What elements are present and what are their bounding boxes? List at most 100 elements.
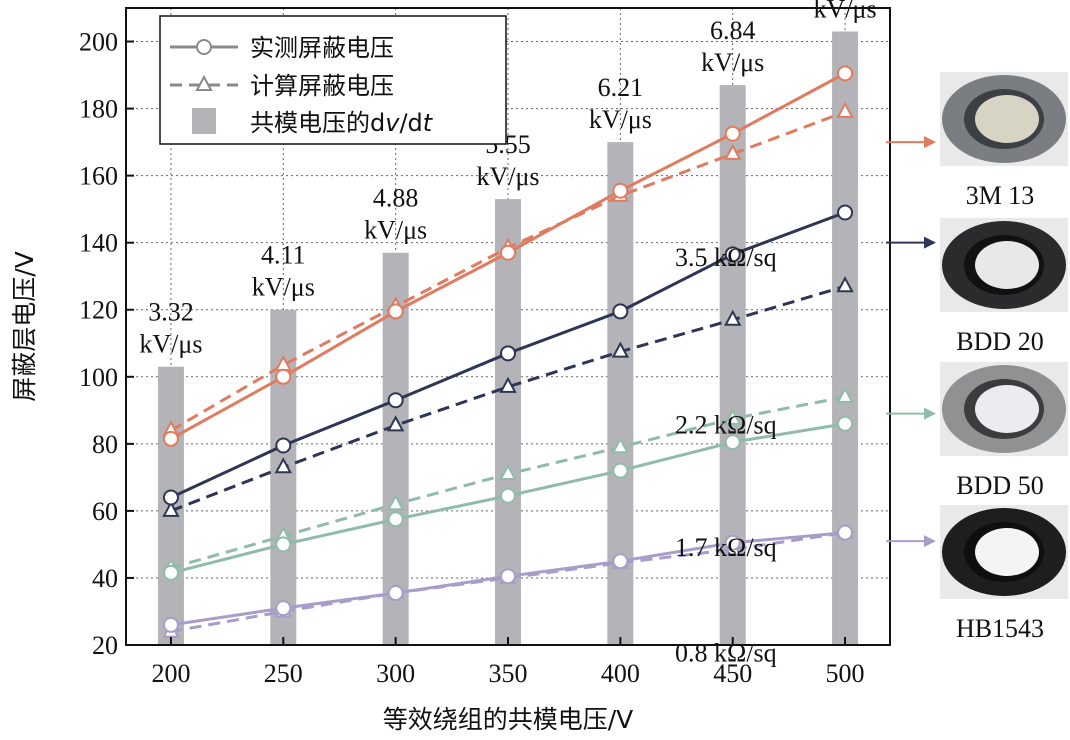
tape-roll-core [975, 385, 1039, 433]
measured-series-point [724, 534, 741, 551]
legend-rate-text: /d [399, 109, 422, 137]
dvdt-unit-label: kV/μs [589, 105, 652, 134]
tape-pointer-arrowhead [924, 236, 936, 249]
tape-roll-core [975, 528, 1039, 576]
measured-series-point [387, 392, 404, 409]
dvdt-value-label: 6.21 [598, 73, 644, 102]
axes: 200 250 300 350 400 450 500 20 40 60 80 100 120 140 16… [10, 7, 891, 734]
calculated-series-point [724, 408, 742, 425]
calculated-series-point [162, 500, 180, 517]
measured-series-point [275, 437, 292, 454]
series-lines [162, 65, 854, 638]
dvdt-value-label: 3.32 [148, 298, 194, 327]
y-tick-label: 140 [79, 229, 118, 258]
measured-series-point [612, 182, 629, 199]
tape-name-label: BDD 50 [956, 471, 1043, 500]
calculated-series-point [499, 376, 517, 393]
legend-calculated-marker [195, 74, 213, 91]
legend-box [159, 15, 507, 145]
measured-series-point [724, 125, 741, 142]
dvdt-unit-label: kV/μs [364, 216, 427, 245]
legend-measured-label: 实测屏蔽电压 [250, 34, 394, 62]
y-tick-label: 20 [92, 631, 118, 660]
measured-series-point [837, 204, 854, 221]
dvdt-unit-label: kV/μs [814, 0, 877, 23]
x-tick-label: 200 [151, 659, 190, 688]
measured-series-point [837, 65, 854, 82]
calculated-series-point [386, 494, 405, 511]
dvdt-value-label: 6.84 [710, 16, 756, 45]
measured-series-point [162, 430, 179, 447]
legend-rate-italic-t: t [423, 109, 434, 137]
x-tick-label: 350 [489, 659, 528, 688]
measured-series-point [387, 511, 404, 528]
dvdt-unit-label: kV/μs [139, 330, 202, 359]
tape-roll-core [975, 95, 1039, 143]
measured-series-point [612, 462, 629, 479]
calculated-series-point [499, 463, 517, 481]
calculated-series-point [836, 386, 854, 403]
calculated-series-point [611, 437, 630, 454]
tape-pointer-arrowhead [924, 407, 936, 420]
measured-series-point [500, 345, 516, 362]
legend-rate-italic-v: v [385, 109, 400, 137]
legend-rate-swatch [192, 108, 216, 134]
resistance-label: 0.8 kΩ/sq [675, 638, 777, 667]
resistance-label: 1.7 kΩ/sq [675, 533, 777, 562]
dvdt-bar [607, 142, 634, 645]
x-tick-label: 450 [713, 659, 752, 688]
calculated-series-point [611, 341, 630, 358]
resistance-label: 3.5 kΩ/sq [675, 243, 777, 272]
calculated-series-point [386, 415, 405, 432]
measured-series-point [500, 244, 516, 261]
x-tick-label: 500 [826, 659, 865, 688]
y-tick-label: 40 [92, 564, 118, 593]
dvdt-bar [832, 31, 859, 645]
legend-rate-label: 共模电压的dv/dt [250, 109, 434, 137]
measured-series-point [162, 564, 179, 581]
measured-series-point [837, 415, 854, 432]
tape-images: 3M 13 BDD 20 BDD 50 HB1543 [886, 72, 1068, 643]
legend-rate-text: 共模电压的d [250, 109, 385, 137]
x-tick-label: 300 [376, 659, 415, 688]
y-tick-label: 180 [79, 95, 118, 124]
measured-series-point [275, 600, 292, 617]
legend-calculated-label: 计算屏蔽电压 [250, 72, 394, 100]
measured-series-point [837, 524, 854, 541]
legend-measured-marker [196, 39, 212, 55]
resistance-label: 2.2 kΩ/sq [675, 410, 777, 439]
tape-name-label: HB1543 [956, 614, 1044, 643]
dvdt-unit-label: kV/μs [252, 273, 315, 302]
measured-series-point [387, 303, 404, 320]
measured-series-point [162, 616, 179, 633]
measured-series-point [724, 434, 741, 451]
tape-roll-core [975, 241, 1039, 289]
measured-series-point [387, 585, 404, 602]
calculated-series-point [836, 101, 854, 118]
measured-series-point [500, 568, 516, 585]
dvdt-unit-label: kV/μs [701, 48, 764, 77]
y-axis-title: 屏蔽层电压/V [10, 251, 39, 402]
y-tick-label: 200 [79, 28, 118, 57]
measured-series-point [612, 303, 629, 320]
measured-series-point [500, 487, 516, 504]
y-tick-label: 120 [79, 296, 118, 325]
y-tick-label: 80 [92, 430, 118, 459]
x-tick-label: 400 [601, 659, 640, 688]
measured-series-point [724, 246, 741, 263]
calculated-series-point [724, 309, 742, 326]
measured-series-point [612, 553, 629, 570]
y-tick-label: 60 [92, 497, 118, 526]
calculated-series-point [274, 457, 292, 474]
measured-series-point [275, 536, 292, 553]
measured-series-point [275, 368, 292, 385]
dvdt-unit-label: kV/μs [476, 162, 539, 191]
calculated-series-point [724, 143, 742, 160]
tape-name-label: BDD 20 [956, 327, 1043, 356]
tape-pointer-arrowhead [924, 136, 936, 149]
dvdt-value-label: 4.88 [373, 184, 419, 213]
x-tick-label: 250 [264, 659, 303, 688]
tape-pointer-arrowhead [924, 535, 936, 548]
